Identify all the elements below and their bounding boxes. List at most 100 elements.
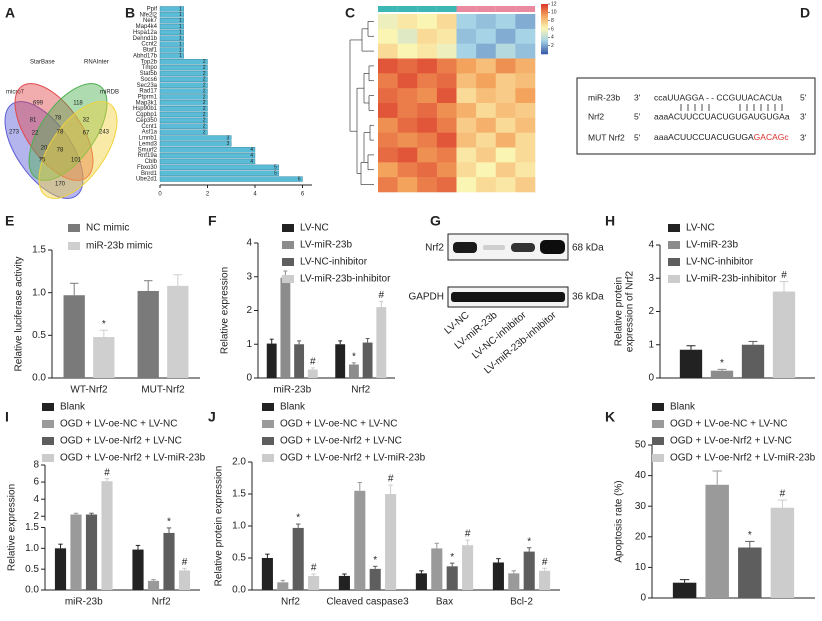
- heatmap-cell: [495, 58, 516, 74]
- y-axis-title: Relative expression: [7, 484, 18, 571]
- annotation: #: [542, 557, 548, 568]
- panel-label: H: [605, 213, 615, 229]
- panel-label: F: [208, 213, 217, 229]
- y-tick-label: 1: [246, 339, 252, 350]
- panel-label: D: [800, 5, 810, 21]
- bar: [738, 547, 762, 598]
- size-label: 36 kDa: [572, 292, 604, 303]
- y-tick-label: 0.0: [232, 585, 246, 596]
- annotation: #: [780, 489, 786, 500]
- annotation: #: [465, 529, 471, 540]
- heatmap-cell: [378, 147, 398, 163]
- heatmap-cell: [456, 103, 477, 119]
- heatmap-cell: [495, 88, 516, 104]
- colorbar-step: [541, 44, 548, 47]
- heatmap-cell: [456, 88, 477, 104]
- colorbar-step: [541, 30, 548, 33]
- y-tick-label: 8: [33, 460, 39, 471]
- annotation: #: [388, 474, 394, 485]
- bar: [54, 548, 67, 590]
- heatmap-cell: [456, 147, 477, 163]
- heatmap-cell: [397, 177, 418, 193]
- heatmap-cell: [456, 43, 477, 59]
- heatmap-cell: [456, 117, 477, 133]
- heatmap-cell: [515, 58, 536, 74]
- legend-label: OGD + LV-oe-Nrf2 + LV-miR-23b: [670, 453, 816, 464]
- panel-label: C: [345, 5, 355, 21]
- heatmap-cell: [495, 162, 516, 178]
- heatmap-cell: [456, 14, 477, 30]
- bar: [508, 573, 520, 590]
- heatmap-cell: [456, 132, 477, 148]
- legend-label: OGD + LV-oe-Nrf2 + LV-miR-23b: [280, 453, 426, 464]
- heatmap-cell: [476, 147, 497, 163]
- heatmap-cell: [436, 28, 457, 44]
- y-tick-label: Hsp90b1: [133, 106, 158, 112]
- venn-count: 75: [39, 158, 46, 164]
- sequence-wt: aaaACUUCCUACUGUGA: [654, 132, 754, 142]
- venn-count: 78: [57, 130, 64, 136]
- colorbar-step: [541, 38, 548, 41]
- heatmap-cell: [515, 14, 536, 30]
- y-tick-label: Abhd17b: [133, 53, 158, 59]
- heatmap-cell: [417, 103, 438, 119]
- bar: [159, 135, 232, 141]
- bar: [159, 158, 256, 165]
- bar: [159, 59, 208, 65]
- seq-end: 5': [634, 111, 641, 121]
- y-tick-label: Cblb: [145, 159, 158, 165]
- heatmap-cell: [476, 132, 497, 148]
- y-axis-title: Relative luciferase activity: [14, 256, 25, 371]
- bar: [159, 64, 208, 71]
- value-label: 3: [226, 141, 229, 147]
- value-label: 5: [274, 171, 277, 177]
- y-tick-label: Asf1a: [142, 130, 158, 136]
- y-tick-label: 6: [33, 477, 39, 488]
- y-tick-label: Tmpo: [142, 65, 158, 71]
- x-tick-label: Nrf2: [152, 597, 171, 608]
- colorbar-step: [541, 24, 548, 27]
- sequence: aaaACUUCCUACUGUGAUGUGAa: [654, 111, 790, 121]
- heatmap-cell: [417, 88, 438, 104]
- x-tick-label: miR-23b: [65, 597, 103, 608]
- seq-end: 5': [634, 132, 641, 142]
- heatmap-cell: [515, 88, 536, 104]
- y-axis-title: expression of Nrf2: [625, 270, 636, 352]
- legend-swatch: [262, 437, 274, 445]
- bar: [261, 558, 273, 590]
- panel-label: B: [125, 5, 135, 21]
- heatmap-cell: [436, 147, 457, 163]
- bar: [93, 337, 115, 378]
- heatmap-cell: [378, 177, 398, 193]
- value-label: 1: [179, 18, 182, 24]
- panel-label: E: [5, 213, 14, 229]
- band: [453, 242, 477, 253]
- bar: [159, 117, 208, 124]
- value-label: 1: [179, 47, 182, 53]
- heatmap-cell: [476, 58, 497, 74]
- colorbar-step: [541, 42, 548, 45]
- legend-label: OGD + LV-oe-Nrf2 + LV-NC: [60, 436, 182, 447]
- legend-swatch: [652, 437, 664, 445]
- y-axis-title: Apoptosis rate (%): [614, 480, 625, 562]
- legend-label: Blank: [670, 402, 696, 413]
- heatmap-cell: [397, 43, 418, 59]
- heatmap-cell: [515, 132, 536, 148]
- heatmap-cell: [436, 43, 457, 59]
- y-tick-label: Ppif: [147, 7, 158, 13]
- x-tick-label: Bcl-2: [510, 597, 533, 608]
- colorbar-step: [541, 16, 548, 19]
- colorbar-step: [541, 10, 548, 13]
- x-tick-label: Bax: [436, 597, 453, 608]
- colorbar-step: [541, 32, 548, 35]
- y-tick-label: Nfe2l2: [140, 12, 158, 18]
- heatmap-cell: [515, 147, 536, 163]
- value-label: 1: [179, 12, 182, 18]
- y-tick-label: 0: [640, 593, 646, 604]
- base-pairs: [680, 104, 783, 111]
- seq-end: 3': [800, 132, 807, 142]
- legend-swatch: [282, 258, 294, 266]
- heatmap-cell: [397, 132, 418, 148]
- colorbar-step: [541, 46, 548, 49]
- y-tick-label: Nek7: [143, 18, 158, 24]
